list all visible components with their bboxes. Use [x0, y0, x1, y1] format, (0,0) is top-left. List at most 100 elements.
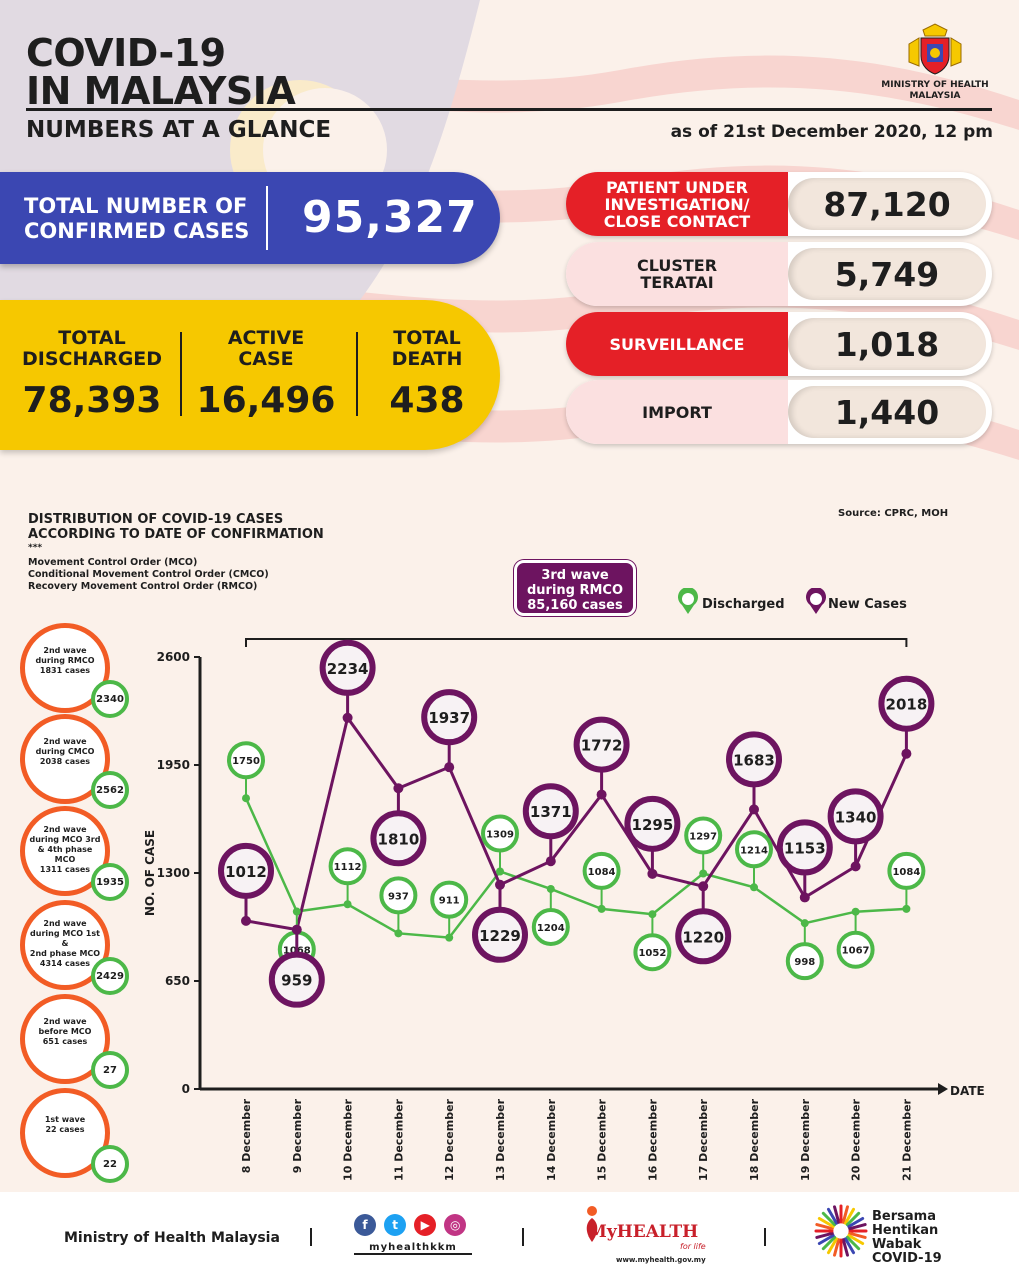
wave-text: 2nd wave during MCO 1st & 2nd phase MCO … [29, 919, 101, 969]
as-of-date: as of 21st December 2020, 12 pm [670, 122, 993, 142]
discharged-label: TOTAL DISCHARGED [22, 328, 162, 370]
social-handle[interactable]: myhealthkkm [354, 1242, 472, 1255]
abbr-rmco: Recovery Movement Control Order (RMCO) [28, 581, 258, 592]
new-cases-bubble [421, 689, 478, 746]
category-pui-label: PATIENT UNDER INVESTIGATION/ CLOSE CONTA… [566, 172, 788, 236]
x-tick-label: 20 December [850, 1098, 863, 1181]
wave-discharged-badge: 22 [91, 1145, 129, 1183]
x-tick-label: 19 December [799, 1098, 812, 1181]
wave-line: 2nd wave [43, 646, 87, 655]
new-cases-bubble [573, 716, 630, 773]
title-line-2: IN MALAYSIA [26, 69, 296, 113]
new-cases-value-label: 1153 [784, 839, 826, 857]
discharged-point [699, 869, 708, 878]
burst-ray [848, 1231, 867, 1239]
new-cases-point [444, 762, 455, 773]
y-tick-label: 0 [182, 1082, 190, 1096]
discharged-label-2: DISCHARGED [22, 348, 163, 370]
y-tick-label: 1300 [157, 866, 190, 880]
category-cluster-label: CLUSTER TERATAI [566, 242, 788, 306]
burst-ray [815, 1223, 834, 1231]
discharged-value-label: 1214 [740, 845, 768, 856]
death-value: 438 [389, 380, 465, 421]
category-surveillance-value: 1,018 [788, 318, 986, 370]
new-cases-line [245, 714, 908, 932]
category-import-label: IMPORT [566, 380, 788, 444]
chart-lines [244, 714, 908, 939]
title-divider [26, 108, 992, 111]
new-cases-point [342, 712, 353, 723]
active-value: 16,496 [196, 380, 336, 421]
discharged-value-label: 1112 [334, 862, 362, 873]
wave3-line-3: 85,160 cases [527, 598, 623, 613]
burst-ray [848, 1223, 867, 1231]
burst-ray [833, 1238, 841, 1257]
category-cluster-card: CLUSTER TERATAI 5,749 [566, 242, 992, 306]
new-cases-value-label: 2018 [886, 696, 928, 714]
burst-ray [841, 1238, 849, 1257]
discharged-value-label: 937 [388, 891, 409, 902]
green-pin-icon [678, 587, 698, 614]
wave-discharged-badge: 2562 [91, 771, 129, 809]
total-confirmed-label-2: CONFIRMED CASES [24, 219, 250, 243]
source-note: Source: CPRC, MOH [838, 508, 949, 519]
wave-circle: 2nd wave before MCO 651 cases 27 [20, 994, 129, 1089]
burst-ray [821, 1211, 837, 1227]
category-cluster-label-1: CLUSTER [636, 256, 718, 275]
legend-discharged: Discharged [676, 587, 785, 620]
burst-ray [844, 1237, 855, 1255]
myhealth-tagline: for life [680, 1242, 706, 1251]
wave3-line-1: 3rd wave [541, 568, 609, 583]
facebook-icon[interactable]: f [354, 1214, 376, 1236]
wave-line: 651 cases [42, 1037, 88, 1046]
burst-ray [817, 1217, 835, 1228]
burst-ray [827, 1207, 838, 1225]
x-tick-label: 9 December [291, 1098, 304, 1173]
total-divider [266, 186, 268, 250]
wave-line: 1831 cases [39, 666, 91, 675]
myhealth-url[interactable]: www.myhealth.gov.my [616, 1256, 706, 1264]
discharged-bubble [836, 930, 875, 969]
campaign-line-4: COVID-19 [872, 1251, 942, 1266]
new-cases-value-label: 1295 [632, 816, 674, 834]
wave-text: 1st wave 22 cases [29, 1115, 101, 1135]
wave-line: 2nd wave [43, 919, 87, 928]
wave-line: 22 cases [45, 1125, 85, 1134]
wave-circle: 2nd wave during MCO 3rd & 4th phase MCO … [20, 806, 129, 901]
discharged-value-label: 1067 [842, 946, 870, 957]
ministry-name: MINISTRY OF HEALTH MALAYSIA [870, 80, 1000, 102]
legend-discharged-label: Discharged [702, 597, 785, 612]
category-import-card: IMPORT 1,440 [566, 380, 992, 444]
total-confirmed-value: 95,327 [302, 192, 478, 243]
y-tick-label: 2600 [157, 650, 190, 664]
legend-new-cases: New Cases [804, 587, 907, 620]
burst-ray [845, 1235, 861, 1251]
wave-line: 1311 cases [39, 865, 91, 874]
wave-line: 4314 cases [39, 959, 91, 968]
new-cases-bubble [218, 842, 274, 899]
wave-line: 2nd wave [43, 737, 87, 746]
footer-separator [764, 1228, 766, 1246]
wave-line: during MCO 3rd [29, 835, 101, 844]
new-cases-bubble [370, 810, 427, 867]
x-tick-label: 15 December [596, 1098, 609, 1181]
x-tick-label: 8 December [240, 1098, 253, 1173]
ministry-line-2: MALAYSIA [909, 91, 961, 101]
x-tick-label: 16 December [646, 1098, 659, 1181]
discharged-value-label: 911 [439, 896, 460, 907]
new-cases-bubble [726, 731, 782, 788]
x-axis-arrow [938, 1083, 948, 1095]
new-cases-value-label: 1220 [682, 928, 724, 946]
new-cases-value-label: 1371 [530, 803, 572, 821]
twitter-icon[interactable]: t [384, 1214, 407, 1236]
outcomes-divider-2 [356, 332, 358, 416]
wave-line: before MCO [38, 1027, 92, 1036]
discharged-value-label: 1750 [232, 756, 260, 767]
new-cases-value-label: 1772 [581, 737, 623, 755]
youtube-icon[interactable]: ▶ [414, 1214, 437, 1236]
discharged-bubble [785, 942, 824, 981]
category-pui-value: 87,120 [788, 178, 986, 230]
abbr-cmco: Conditional Movement Control Order (CMCO… [28, 569, 269, 580]
instagram-icon[interactable]: ◎ [444, 1214, 467, 1236]
death-label-1: TOTAL [393, 327, 461, 349]
